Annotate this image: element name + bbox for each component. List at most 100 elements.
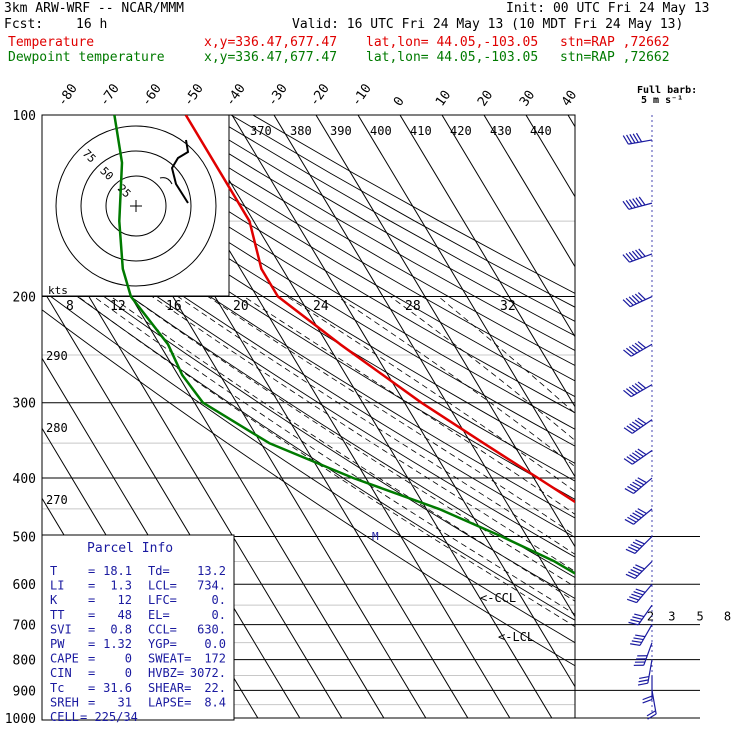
barb-staff bbox=[634, 561, 653, 579]
barb-feather bbox=[624, 518, 634, 525]
theta-label: 290 bbox=[46, 349, 68, 363]
moist-adiabat bbox=[390, 296, 575, 441]
parcel-equals: = bbox=[88, 593, 95, 607]
barb-feather bbox=[634, 450, 644, 458]
barb-staff bbox=[639, 624, 653, 646]
barb-feather bbox=[632, 512, 642, 519]
barb-feather bbox=[635, 249, 643, 258]
theta-label: 280 bbox=[46, 421, 68, 435]
mixing-ratio-line bbox=[695, 584, 740, 718]
lcl-annotation: <-LCL bbox=[498, 630, 534, 644]
parcel-equals: = bbox=[88, 681, 95, 695]
barb-staff bbox=[633, 508, 653, 525]
parcel-equals: = bbox=[88, 652, 95, 666]
barb-feather bbox=[633, 591, 644, 596]
wind-barb bbox=[624, 477, 653, 494]
parcel-value: 31 bbox=[118, 695, 132, 709]
dry-adiabat bbox=[122, 115, 575, 382]
barb-staff bbox=[651, 690, 657, 715]
moist-adiabat bbox=[336, 296, 575, 468]
parcel-value: 48 bbox=[118, 608, 132, 622]
barb-feather bbox=[632, 541, 643, 547]
forecast-label: Fcst: bbox=[4, 17, 44, 32]
wind-barb bbox=[626, 583, 653, 604]
isotherm-line bbox=[231, 115, 575, 688]
parcel-value: 31.6 bbox=[103, 681, 132, 695]
barb-feather bbox=[635, 132, 643, 143]
parcel-info-row: CIN 0 = HVBZ= 3072. bbox=[50, 666, 226, 680]
barb-feather bbox=[622, 254, 630, 263]
dry-adiabat bbox=[42, 251, 575, 600]
barb-feather bbox=[637, 682, 648, 686]
barb-feather bbox=[638, 196, 646, 206]
parcel-value: 0.8 bbox=[110, 622, 132, 636]
barb-feather bbox=[625, 199, 633, 209]
wind-barb bbox=[622, 248, 653, 263]
dry-adiabat bbox=[230, 115, 575, 308]
dry-adiabat bbox=[252, 115, 575, 294]
barb-feather bbox=[633, 637, 644, 641]
isotherm-label: -40 bbox=[223, 81, 249, 109]
dewpoint-station: stn=RAP ,72662 bbox=[560, 50, 670, 65]
parcel-value: 0. bbox=[212, 593, 226, 607]
mixing-ratio-line bbox=[719, 584, 740, 718]
isotherm-label: -20 bbox=[307, 81, 333, 109]
wind-barb bbox=[630, 624, 653, 646]
barb-feather bbox=[625, 297, 634, 306]
theta-label: 270 bbox=[46, 493, 68, 507]
parcel-value: 8.4 bbox=[204, 695, 226, 709]
isotherm-line bbox=[567, 115, 575, 128]
parcel-info-row: SVI 0.8 = CCL= 630. bbox=[50, 622, 226, 636]
isotherm-label: 30 bbox=[517, 88, 538, 109]
parcel-value: 13.2 bbox=[197, 564, 226, 578]
dry-adiabat bbox=[42, 133, 575, 464]
barb-feather bbox=[637, 417, 647, 425]
parcel-value: 172 bbox=[204, 652, 226, 666]
parcel-value: 3072. bbox=[190, 666, 226, 680]
barb-feather bbox=[631, 421, 641, 429]
barb-feather bbox=[631, 593, 642, 599]
barb-feather bbox=[631, 344, 641, 352]
barb-feather bbox=[630, 544, 641, 550]
parcel-label: YGP= bbox=[148, 637, 177, 651]
parcel-label: TT bbox=[50, 608, 64, 622]
wind-barb bbox=[623, 341, 653, 357]
isotherm-line bbox=[42, 217, 343, 718]
barb-feather bbox=[629, 134, 636, 144]
moist-adiabat bbox=[129, 296, 575, 588]
pressure-label: 600 bbox=[13, 578, 36, 593]
wind-barb bbox=[625, 561, 653, 579]
barb-legend-title: Full barb: bbox=[637, 85, 697, 96]
barb-feather bbox=[630, 619, 641, 623]
moist-adiabat bbox=[110, 296, 575, 602]
temperature-trace bbox=[184, 115, 575, 504]
barb-feather bbox=[631, 294, 640, 303]
parcel-equals: = bbox=[88, 695, 95, 709]
speed-scale-label: 12 bbox=[110, 299, 126, 314]
parcel-info-row: LI 1.3 = LCL= 734. bbox=[50, 579, 226, 593]
theta-label: 440 bbox=[530, 124, 552, 138]
barb-staff bbox=[633, 477, 653, 494]
barb-feather bbox=[626, 456, 636, 463]
parcel-label: SWEAT= bbox=[148, 652, 191, 666]
barb-feather bbox=[637, 341, 647, 349]
barb-feather bbox=[623, 349, 632, 357]
dry-adiabat bbox=[100, 115, 575, 398]
barb-feather bbox=[635, 539, 645, 545]
isotherm-label: -10 bbox=[349, 81, 375, 109]
barb-staff bbox=[630, 384, 653, 398]
temperature-station: stn=RAP ,72662 bbox=[560, 35, 670, 50]
parcel-label: K bbox=[50, 593, 58, 607]
wind-barb bbox=[646, 690, 657, 720]
wind-barb bbox=[622, 132, 653, 145]
mixing-ratio-label: 3 bbox=[668, 610, 675, 624]
barb-feather bbox=[623, 427, 633, 434]
valid-time: Valid: 16 UTC Fri 24 May 13 (10 MDT Fri … bbox=[292, 17, 684, 32]
isotherm-line bbox=[315, 115, 575, 548]
barb-feather bbox=[630, 643, 641, 646]
barb-feather bbox=[629, 423, 639, 431]
barb-feather bbox=[629, 514, 640, 521]
barb-feather bbox=[631, 250, 640, 260]
speed-scale-label: 20 bbox=[233, 299, 249, 314]
dry-adiabat bbox=[42, 118, 575, 447]
